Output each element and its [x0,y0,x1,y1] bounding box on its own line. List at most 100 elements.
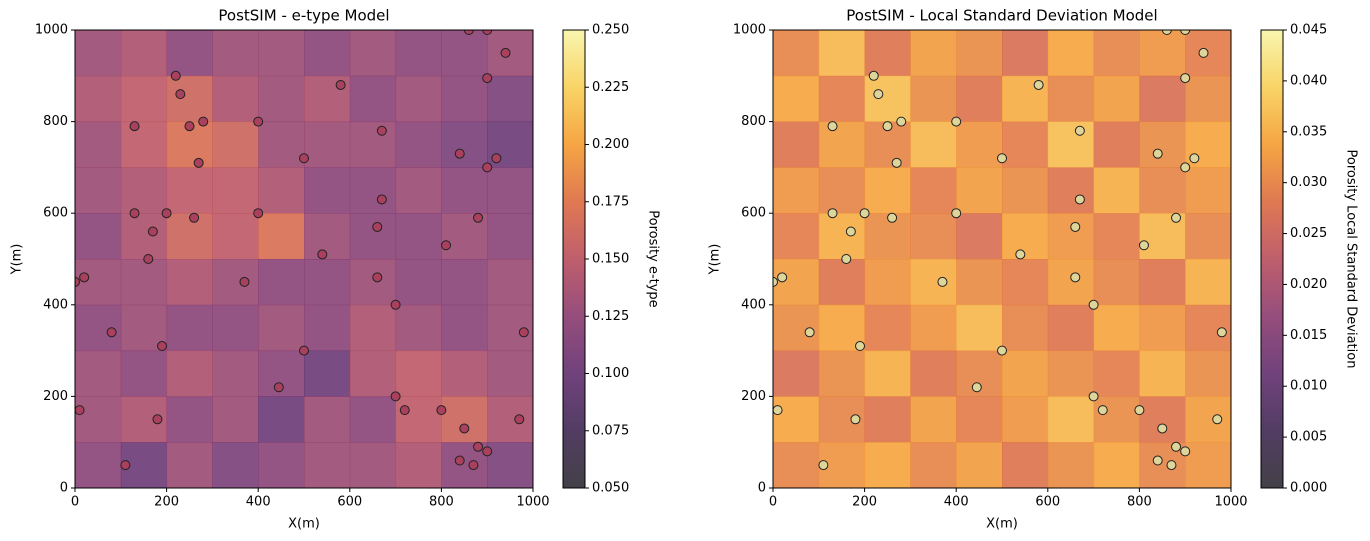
heatmap-cell [212,442,259,488]
well-point [454,455,465,466]
heatmap-cell [818,213,866,260]
heatmap-cell [1185,350,1231,397]
heatmap-cell [258,396,305,443]
heatmap-cell [75,304,122,352]
heatmap-cell [120,121,168,168]
heatmap-cell [304,167,351,214]
well-point [1180,162,1191,173]
well-point [143,254,154,264]
well-point [193,157,204,168]
heatmap-cell [864,167,911,214]
heatmap-cell [349,350,397,397]
heatmap-cell [441,396,488,443]
well-point [887,212,898,223]
heatmap-cell [910,121,957,168]
heatmap-cell [487,442,533,488]
y-tick-label: 200 [43,389,68,404]
well-point [106,327,117,338]
well-point [335,79,346,90]
heatmap-cell [166,30,213,77]
colorbar [562,29,586,489]
well-point [1157,423,1168,434]
heatmap-cell [349,259,397,306]
heatmap-cell [258,304,305,352]
well-point [1015,249,1026,260]
x-tick-label: 800 [429,495,454,510]
heatmap-cell [864,350,911,397]
heatmap-cell [441,259,488,306]
x-tick-label: 800 [1127,495,1152,510]
heatmap-cell [818,121,866,168]
well-point [317,249,328,260]
heatmap-cell [487,75,533,123]
x-axis-label: X(m) [986,517,1018,532]
well-point [1189,153,1200,164]
well-point [1088,299,1099,310]
heatmap-cell [166,442,213,488]
colorbar-tick-label: 0.020 [1290,277,1327,292]
y-tick-label: 200 [741,389,766,404]
heatmap-cell [75,259,122,306]
x-tick-label: 400 [246,495,271,510]
well-point [1070,221,1081,232]
heatmap-cell [304,121,351,168]
heatmap-cell [304,396,351,443]
heatmap-cell [349,442,397,488]
heatmap-cell [818,350,866,397]
heatmap-cell [1093,121,1140,168]
heatmap-cell [956,213,1003,260]
colorbar-label: Porosity e-type [646,210,661,307]
plot-frame [772,29,1232,489]
well-point [500,47,511,58]
heatmap-cell [75,350,122,397]
colorbar-tick-label: 0.025 [1290,226,1327,241]
heatmap-cell [910,75,957,123]
heatmap-cell [212,350,259,397]
heatmap-cell [487,167,533,214]
well-point [390,299,401,310]
colorbar-tick-label: 0.225 [592,80,629,95]
well-point [299,345,309,356]
heatmap-cell [75,396,122,443]
heatmap-cell [304,350,351,397]
plot-frame [74,29,534,489]
well-point [161,208,172,219]
x-tick-label: 200 [154,495,179,510]
heatmap-cell [395,442,442,488]
heatmap-cell [1093,396,1140,443]
heatmap-cell [1002,30,1049,77]
heatmap-cell [1047,75,1095,123]
heatmap-cell [395,75,442,123]
heatmap-cell [120,167,168,214]
well-point [518,327,529,338]
plot-area [773,30,1231,488]
heatmap-cell [441,30,488,77]
chart-title: PostSIM - Local Standard Deviation Model [846,7,1157,25]
well-point [120,460,131,471]
well-point [1088,391,1099,402]
heatmap-cell [349,304,397,352]
heatmap-cell [304,213,351,260]
well-point [777,272,788,283]
heatmap-cell [349,167,397,214]
heatmap-cell [258,75,305,123]
well-point [129,121,140,132]
heatmap-cell [818,75,866,123]
well-point [454,148,465,159]
well-point [827,208,838,219]
well-point [239,276,250,287]
well-point [273,382,284,393]
heatmap-cell [864,259,911,306]
well-point [175,89,186,100]
heatmap-cell [1185,213,1231,260]
heatmap-cell [1047,350,1095,397]
well-point [1171,212,1182,223]
well-point [299,153,309,164]
heatmap-cell [1047,167,1095,214]
heatmap-cell [441,75,488,123]
well-point [827,121,838,132]
well-point [1152,148,1163,159]
well-point [859,208,870,219]
heatmap-cell [258,121,305,168]
well-point [1074,194,1085,205]
